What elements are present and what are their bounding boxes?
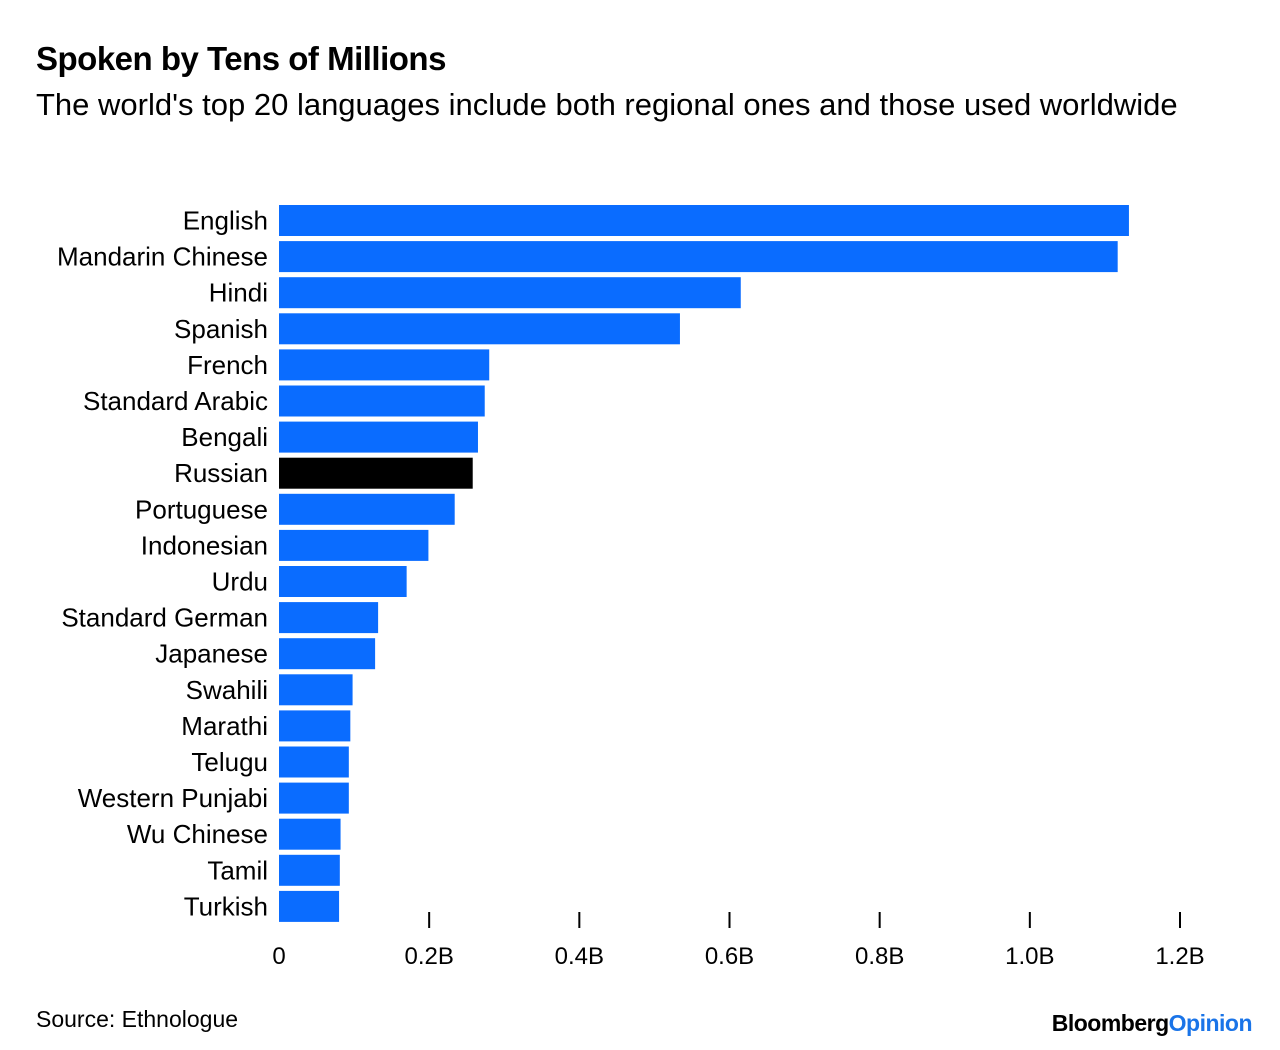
x-tick-label: 0.4B [555,943,604,970]
category-label: Marathi [181,711,268,741]
brand-part1: Bloomberg [1051,1010,1169,1036]
category-label: Japanese [155,639,268,669]
category-label: Swahili [186,675,268,705]
brand-part2: Opinion [1168,1010,1253,1036]
bar-english [279,205,1129,236]
bar-chart: English Mandarin Chinese Hindi Spanish Frenc… [57,205,1205,970]
chart-title: Spoken by Tens of Millions [36,40,446,77]
bar-marathi [279,710,351,742]
category-label: Turkish [184,891,268,921]
category-label: Russian [174,458,268,488]
bar-hindi [279,277,741,309]
brand-logo: BloombergOpinion [1051,1010,1253,1037]
category-label: Indonesian [141,530,268,560]
source-note: Source: Ethnologue [36,1006,239,1032]
x-tick-label: 1.0B [1005,943,1054,970]
category-label: English [183,206,268,236]
x-tick-label: 0.2B [404,943,453,970]
bar-swahili [279,674,353,706]
bar-standard-german [279,602,379,634]
category-label: French [187,350,268,380]
bar-bengali [279,421,478,453]
category-labels-group: English Mandarin Chinese Hindi Spanish Frenc… [57,206,268,922]
x-tick-label: 1.2B [1155,943,1204,970]
bars-group [279,205,1129,922]
category-label: Spanish [174,314,268,344]
bar-spanish [279,313,680,345]
bar-tamil [279,854,340,886]
bar-japanese [279,638,376,670]
bar-portuguese [279,493,455,525]
category-label: Tamil [207,855,268,885]
chart-subtitle: The world's top 20 languages include bot… [36,87,1178,122]
bar-western-punjabi [279,782,349,814]
x-tick-label: 0.6B [705,943,754,970]
bar-indonesian [279,529,429,561]
category-label: Urdu [212,567,268,597]
category-label: Portuguese [135,494,268,524]
category-label: Telugu [191,747,268,777]
category-label: Wu Chinese [127,819,268,849]
bar-urdu [279,566,407,597]
x-tick-label: 0 [272,943,285,970]
bar-wu-chinese [279,818,341,850]
category-label: Bengali [181,422,268,452]
category-label: Mandarin Chinese [57,242,268,272]
bar-mandarin-chinese [279,241,1118,273]
x-tick-label: 0.8B [855,943,904,970]
bar-turkish [279,890,340,922]
category-label: Western Punjabi [78,783,268,813]
bar-french [279,349,490,381]
bar-russian [279,457,473,489]
bar-telugu [279,746,349,778]
category-label: Standard Arabic [83,386,268,416]
category-label: Standard German [61,603,268,633]
category-label: Hindi [209,278,268,308]
x-axis: 0 0.2B 0.4B 0.6B 0.8B 1.0B 1.2B [272,912,1205,970]
bar-standard-arabic [279,385,485,417]
